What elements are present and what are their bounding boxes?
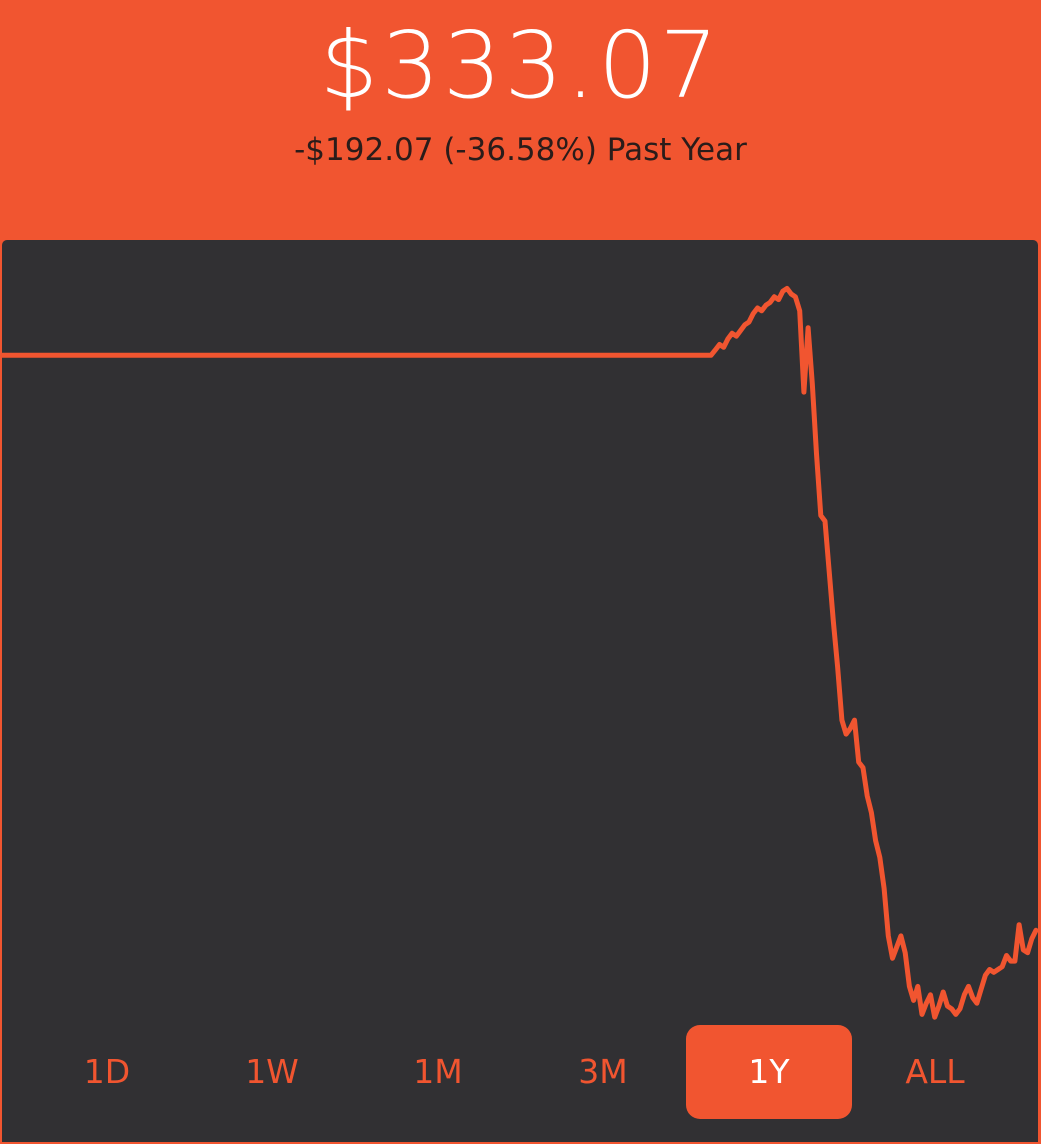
range-tab-label: 3M bbox=[578, 1052, 628, 1091]
range-tab-label: 1Y bbox=[748, 1052, 790, 1091]
price-header: $333.07 -$192.07 (-36.58%) Past Year bbox=[0, 0, 1041, 240]
range-tab-1w[interactable]: 1W bbox=[189, 1025, 355, 1119]
panel-edge bbox=[1038, 240, 1041, 370]
range-tab-1y[interactable]: 1Y bbox=[686, 1025, 852, 1119]
chart-panel: 1D 1W 1M 3M 1Y ALL bbox=[2, 240, 1038, 1142]
current-price: $333.07 bbox=[319, 12, 722, 119]
range-tab-all[interactable]: ALL bbox=[852, 1025, 1018, 1119]
range-tab-label: 1W bbox=[245, 1052, 299, 1091]
range-tab-1d[interactable]: 1D bbox=[24, 1025, 190, 1119]
price-change: -$192.07 (-36.58%) Past Year bbox=[294, 132, 747, 168]
range-tab-label: 1D bbox=[83, 1052, 131, 1091]
range-tab-label: 1M bbox=[413, 1052, 463, 1091]
range-tab-1m[interactable]: 1M bbox=[355, 1025, 521, 1119]
time-range-selector: 1D 1W 1M 3M 1Y ALL bbox=[2, 1025, 1038, 1125]
range-tab-label: ALL bbox=[905, 1052, 965, 1091]
price-line-series bbox=[2, 285, 1038, 1020]
range-tab-3m[interactable]: 3M bbox=[520, 1025, 686, 1119]
price-chart[interactable] bbox=[2, 240, 1038, 1030]
